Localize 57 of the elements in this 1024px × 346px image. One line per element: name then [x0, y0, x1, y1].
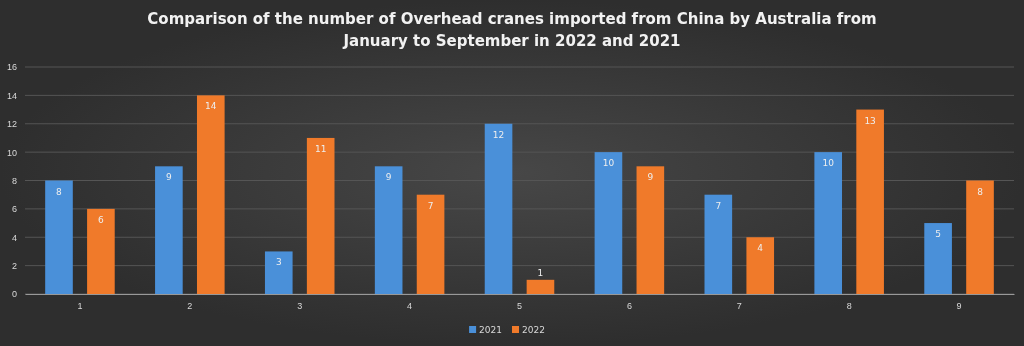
x-tick-label: 7 — [736, 301, 742, 312]
data-label: 3 — [275, 257, 282, 268]
bar — [45, 180, 73, 294]
y-tick-label: 0 — [11, 289, 17, 300]
data-label: 11 — [314, 143, 327, 154]
y-tick-label: 4 — [11, 232, 17, 243]
bar — [636, 166, 665, 294]
y-tick-label: 10 — [6, 147, 17, 158]
bar — [264, 251, 293, 294]
data-label: 14 — [205, 101, 217, 112]
x-tick-label: 6 — [626, 301, 632, 312]
bar — [856, 109, 884, 294]
x-tick-label: 5 — [516, 301, 523, 312]
x-tick-label: 2 — [187, 301, 193, 312]
bar — [814, 152, 843, 294]
chart-title: Comparison of the number of Overhead cranes imported from China by Australia from January to September in 2022 and 2021 — [147, 10, 877, 50]
bar — [924, 223, 952, 294]
x-tick-label: 1 — [77, 301, 83, 312]
data-label: 9 — [647, 172, 654, 183]
data-label: 12 — [492, 129, 505, 140]
bar — [416, 194, 445, 294]
bar — [87, 208, 115, 294]
data-label: 7 — [427, 200, 434, 211]
legend-label: 2021 — [479, 325, 502, 335]
bar — [746, 237, 775, 294]
data-label: 9 — [166, 172, 173, 183]
data-label: 9 — [385, 172, 392, 183]
bar — [526, 279, 555, 294]
data-label: 7 — [715, 200, 722, 211]
bar — [966, 180, 994, 294]
data-label: 13 — [864, 115, 876, 126]
bar — [155, 166, 183, 294]
data-label: 1 — [537, 267, 544, 278]
y-tick-label: 14 — [6, 90, 17, 101]
bar — [484, 123, 513, 294]
y-tick-label: 12 — [6, 119, 17, 130]
bar — [374, 166, 403, 294]
y-tick-label: 2 — [11, 261, 17, 272]
data-label: 10 — [822, 158, 835, 169]
data-label: 5 — [935, 229, 941, 240]
data-label: 6 — [98, 214, 105, 225]
bar — [704, 194, 733, 294]
data-label: 8 — [56, 186, 63, 197]
data-label: 8 — [977, 186, 984, 197]
bar — [306, 137, 335, 294]
x-tick-label: 4 — [407, 301, 413, 312]
y-tick-label: 16 — [6, 62, 17, 73]
y-tick-label: 6 — [11, 204, 17, 215]
x-tick-label: 3 — [297, 301, 303, 312]
x-tick-label: 9 — [956, 301, 962, 312]
legend-label: 2022 — [522, 325, 545, 335]
bar — [594, 152, 623, 294]
data-label: 10 — [602, 158, 615, 169]
x-tick-label: 8 — [846, 301, 852, 312]
data-label: 4 — [757, 243, 764, 254]
bar — [196, 95, 225, 294]
y-tick-label: 8 — [11, 175, 17, 186]
